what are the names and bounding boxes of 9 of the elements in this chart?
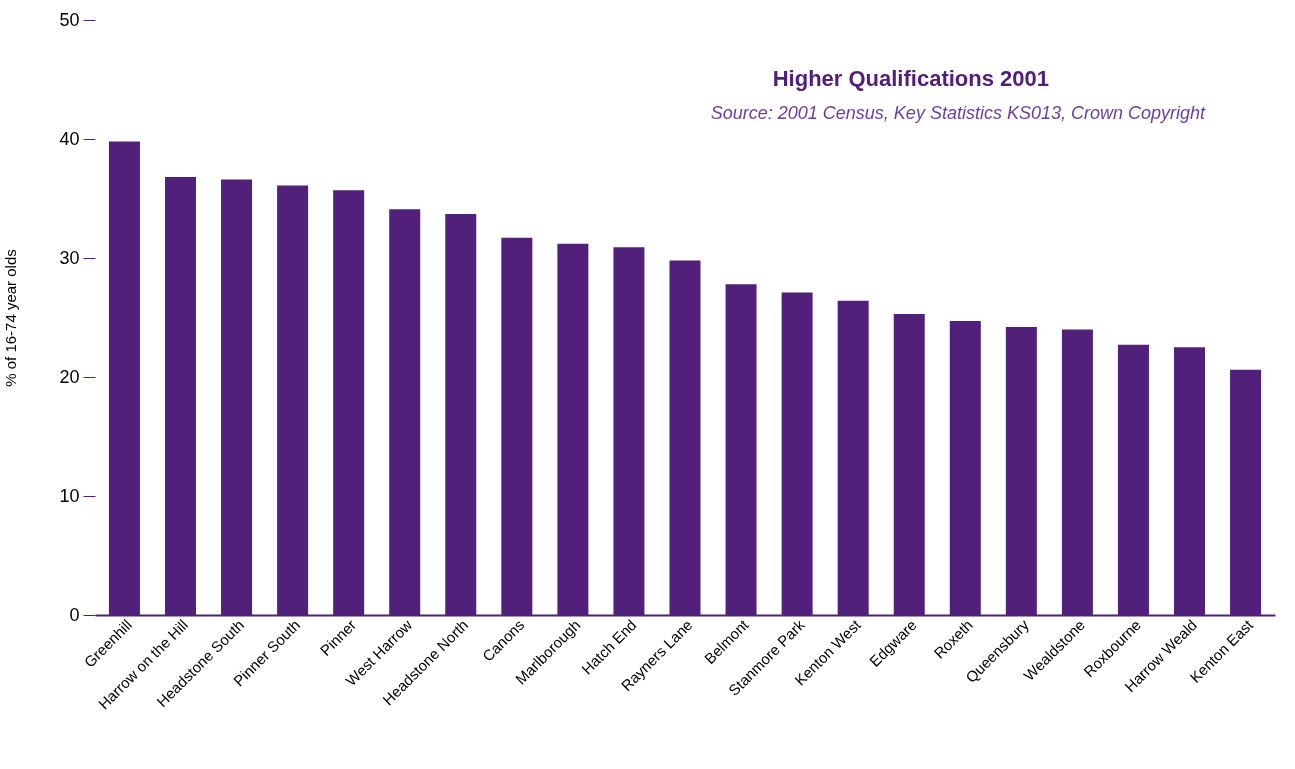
y-axis-title: % of 16-74 year olds	[2, 249, 20, 387]
y-tick-label: 30	[59, 247, 80, 268]
y-tick-label: 40	[59, 128, 80, 149]
y-tick-label: 20	[59, 366, 80, 387]
y-tick-label: 50	[59, 9, 80, 30]
text: Higher Qualifications 2001	[772, 66, 1049, 91]
annotation: Source: 2001 Census, Key Statistics KS013, Crown Copyright	[710, 103, 1206, 123]
y-tick-label: 10	[59, 485, 80, 506]
y-tick-label: 0	[69, 604, 80, 625]
